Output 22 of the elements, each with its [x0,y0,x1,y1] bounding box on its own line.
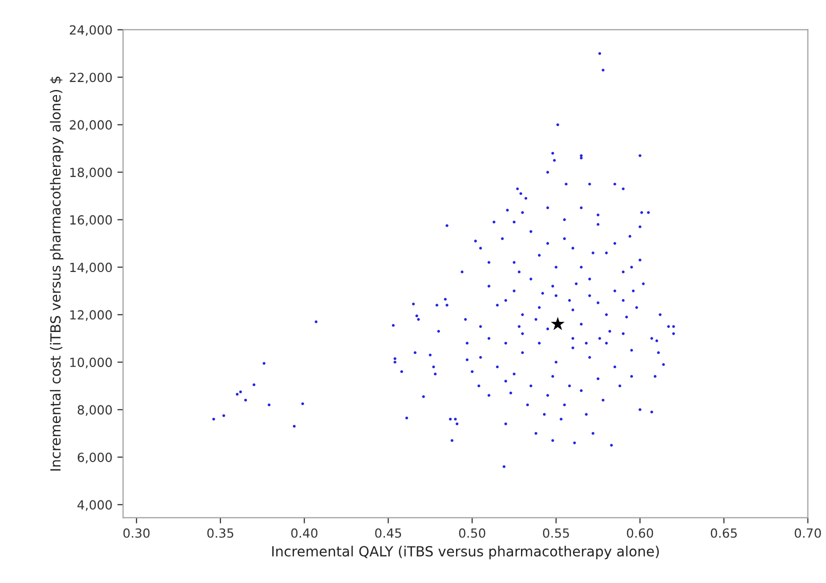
y-tick-label: 16,000 [70,215,112,226]
x-tick-label: 0.65 [710,528,737,538]
x-tick-label: 0.50 [459,528,486,538]
y-axis-title: Incremental cost (iTBS versus pharmacotherapy alone) $ [50,76,64,471]
y-tick-label: 4,000 [77,500,112,511]
y-tick-label: 12,000 [70,310,112,321]
y-tick-label: 6,000 [78,452,112,464]
x-axis-title: Incremental QALY (iTBS versus pharmacotherapy alone) [272,546,659,560]
x-tick-label: 0.35 [207,528,234,538]
x-tick-label: 0.70 [794,528,821,538]
y-tick-label: 20,000 [70,120,112,131]
x-tick-label: 0.45 [375,528,402,538]
y-tick-label: 14,000 [70,262,112,274]
y-tick-label: 8,000 [78,405,112,416]
y-tick-label: 24,000 [70,25,112,36]
y-tick-label: 10,000 [70,358,112,368]
x-tick-label: 0.30 [123,528,150,538]
x-tick-label: 0.40 [291,528,318,538]
y-tick-label: 22,000 [70,72,112,84]
y-tick-label: 18,000 [70,168,112,178]
x-tick-label: 0.55 [542,528,569,538]
x-tick-label: 0.60 [626,528,654,538]
